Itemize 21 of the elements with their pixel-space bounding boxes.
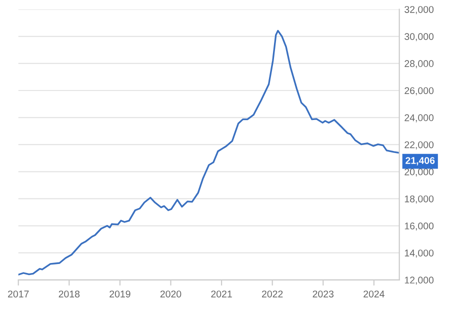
y-tick-label: 28,000 bbox=[404, 60, 434, 68]
x-tick-label: 2023 bbox=[312, 290, 334, 298]
x-tick-label: 2018 bbox=[58, 290, 80, 298]
y-tick-label: 12,000 bbox=[404, 276, 434, 285]
line-series bbox=[18, 30, 400, 276]
annotation: 21,406 bbox=[406, 157, 435, 166]
x-tick-label: 2022 bbox=[262, 290, 283, 298]
y-tick-label: 32,000 bbox=[404, 6, 434, 14]
y-tick-label: 22,000 bbox=[404, 141, 434, 150]
y-tick-label: 14,000 bbox=[404, 250, 434, 258]
x-tick-label: 2020 bbox=[160, 290, 182, 298]
y-tick-label: 30,000 bbox=[404, 33, 434, 42]
x-tick-label: 2024 bbox=[364, 290, 384, 298]
y-tick-label: 16,000 bbox=[404, 222, 434, 231]
x-tick-label: 2017 bbox=[8, 290, 29, 298]
x-tick-label: 2021 bbox=[211, 290, 232, 298]
y-tick-label: 26,000 bbox=[404, 87, 434, 96]
x-tick-label: 2019 bbox=[110, 290, 130, 298]
y-tick-label: 24,000 bbox=[404, 114, 434, 122]
y-tick-label: 20,000 bbox=[404, 168, 434, 176]
y-tick-label: 18,000 bbox=[404, 195, 434, 204]
